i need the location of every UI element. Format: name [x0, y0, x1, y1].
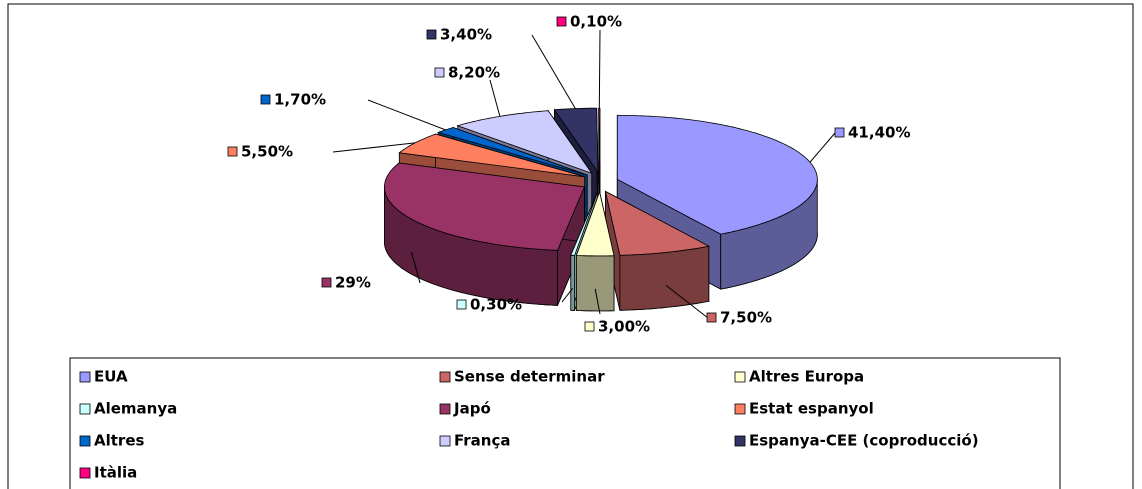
legend-label: Estat espanyol [749, 400, 874, 418]
legend-label: França [454, 432, 511, 450]
label-marker [556, 16, 567, 27]
slice-top [384, 162, 585, 251]
slice-wall [570, 254, 575, 311]
slice-wall [576, 255, 615, 312]
slice-wall [619, 245, 710, 311]
label-marker [321, 277, 332, 288]
legend-marker [439, 435, 451, 447]
leader-line [594, 288, 601, 315]
legend-marker [439, 371, 451, 383]
legend-label: Sense determinar [454, 368, 605, 386]
leader-line [367, 99, 446, 131]
legend-marker [79, 467, 91, 479]
legend-marker [734, 403, 746, 415]
legend-marker [439, 403, 451, 415]
data-label: 0,30% [470, 296, 522, 314]
data-label: 3,40% [440, 26, 492, 44]
legend-label: EUA [94, 368, 128, 386]
slice [575, 190, 615, 312]
legend-label: Itàlia [94, 464, 137, 482]
slice-top [604, 190, 710, 256]
data-label: 7,50% [720, 309, 772, 327]
label-marker [834, 127, 845, 138]
slice [384, 162, 585, 306]
legend-label: Altres Europa [749, 368, 864, 386]
data-label: 41,40% [848, 124, 910, 142]
legend-marker [734, 435, 746, 447]
label-marker [227, 146, 238, 157]
leader-line [598, 29, 601, 109]
legend-label: Altres [94, 432, 144, 450]
label-marker [426, 29, 437, 40]
legend-marker [79, 371, 91, 383]
leader-line [531, 34, 576, 109]
legend-marker [79, 435, 91, 447]
leader-line [332, 142, 416, 153]
slice-top [575, 190, 615, 257]
leader-line [489, 79, 501, 117]
legend-label: Alemanya [94, 400, 177, 418]
leader-line [410, 251, 421, 284]
leader-line [561, 287, 574, 303]
leader-line [809, 132, 836, 163]
label-marker [456, 299, 467, 310]
label-marker [260, 94, 271, 105]
data-label: 3,00% [598, 318, 650, 336]
slice-top [570, 191, 599, 256]
label-marker [706, 312, 717, 323]
data-label: 1,70% [274, 91, 326, 109]
label-marker [434, 67, 445, 78]
data-label: 0,10% [570, 13, 622, 31]
label-marker [584, 321, 595, 332]
legend-label: Espanya-CEE (coproducció) [749, 432, 979, 450]
legend-label: Japó [453, 400, 491, 418]
leader-line [665, 285, 709, 319]
legend-marker [79, 403, 91, 415]
data-label: 5,50% [241, 143, 293, 161]
data-label: 8,20% [448, 64, 500, 82]
legend-box [69, 357, 1061, 489]
data-label: 29% [335, 274, 371, 292]
legend-marker [734, 371, 746, 383]
